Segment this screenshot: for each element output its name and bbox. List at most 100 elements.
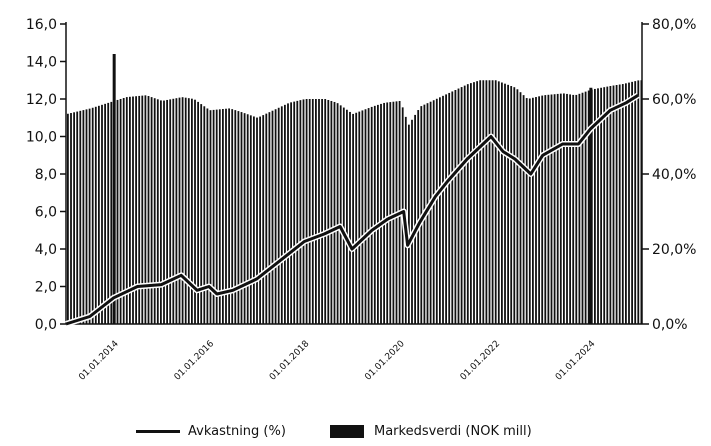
bar <box>73 112 75 324</box>
bar <box>181 97 184 324</box>
bar <box>473 82 475 325</box>
bar <box>253 116 255 324</box>
bar <box>538 96 540 324</box>
bar <box>556 93 559 324</box>
bar <box>352 113 354 325</box>
bar <box>197 101 199 324</box>
bar <box>333 101 336 325</box>
x-tick-label: 01.01.2024 <box>554 339 598 383</box>
bar <box>311 99 314 324</box>
left-tick-label: 6,0 <box>35 205 57 221</box>
legend-line-label: Avkastning (%) <box>188 424 286 439</box>
bar <box>91 107 94 324</box>
right-tick-label: 0,0% <box>652 317 688 333</box>
x-tick-label: 01.01.2022 <box>459 339 503 383</box>
bar <box>501 82 503 324</box>
left-tick-label: 4,0 <box>35 242 57 258</box>
line-series <box>65 92 640 327</box>
bar <box>361 110 364 324</box>
legend-bar-label: Markedsverdi (NOK mill) <box>374 424 532 439</box>
bar <box>76 111 79 324</box>
bar <box>153 98 156 325</box>
bar <box>256 117 258 324</box>
bar <box>107 102 110 324</box>
bar <box>125 97 128 324</box>
bar <box>274 109 277 325</box>
bar <box>566 93 568 325</box>
bar <box>104 103 106 324</box>
bar <box>628 82 630 324</box>
bar <box>259 116 261 324</box>
bar <box>122 98 125 324</box>
bar <box>184 97 187 324</box>
bar <box>584 91 587 324</box>
right-tick-label: 40,0% <box>652 167 696 183</box>
bar <box>559 93 562 324</box>
right-tick-label: 60,0% <box>652 92 696 108</box>
bar <box>191 98 193 324</box>
bar <box>516 89 519 324</box>
left-tick-label: 14,0 <box>26 55 57 71</box>
bar <box>448 92 451 325</box>
bar <box>342 107 345 324</box>
bar <box>454 90 457 324</box>
bar-spike <box>589 87 593 324</box>
bar <box>621 84 624 324</box>
axes <box>65 22 643 325</box>
bar <box>203 106 206 324</box>
x-tick-label: 01.01.2018 <box>268 339 312 383</box>
bar <box>470 83 472 325</box>
bar <box>169 99 172 325</box>
bar <box>587 90 590 324</box>
bar <box>358 111 361 324</box>
left-tick-label: 10,0 <box>26 130 57 146</box>
left-tick-label: 8,0 <box>35 167 57 183</box>
bar <box>417 110 420 324</box>
bar <box>271 110 274 325</box>
bar <box>194 99 196 324</box>
bar <box>513 87 516 324</box>
bar <box>349 111 351 324</box>
bar <box>160 100 162 325</box>
bar <box>637 80 640 325</box>
bar <box>249 115 252 324</box>
bar <box>445 94 447 324</box>
bar <box>318 99 320 324</box>
x-tick-label: 01.01.2016 <box>173 339 217 383</box>
bar <box>209 110 212 324</box>
bar <box>575 94 578 324</box>
bar <box>609 86 612 324</box>
legend-line-swatch <box>136 430 180 433</box>
bar <box>79 110 82 324</box>
bar <box>383 102 385 324</box>
bar <box>482 80 485 324</box>
bar <box>321 99 323 324</box>
bar <box>364 109 367 324</box>
bar <box>246 114 249 324</box>
bar <box>336 103 339 324</box>
bar <box>305 99 308 324</box>
bar <box>302 99 305 324</box>
bar <box>510 86 513 325</box>
bar <box>243 113 246 324</box>
bar <box>308 99 311 324</box>
bar <box>88 108 91 324</box>
bar <box>408 124 410 324</box>
bar <box>380 103 382 324</box>
bar <box>101 104 103 324</box>
bar <box>367 108 370 324</box>
bar <box>634 81 637 324</box>
bar <box>612 85 615 324</box>
bar <box>215 109 218 324</box>
bar <box>377 104 379 324</box>
bar <box>466 84 469 325</box>
bar <box>187 98 190 325</box>
bar <box>479 80 482 324</box>
bar <box>572 94 575 324</box>
bar <box>597 88 599 324</box>
bar <box>519 92 522 324</box>
bar <box>268 112 271 324</box>
bar <box>563 93 565 324</box>
bar <box>339 105 342 324</box>
bar <box>370 106 373 324</box>
